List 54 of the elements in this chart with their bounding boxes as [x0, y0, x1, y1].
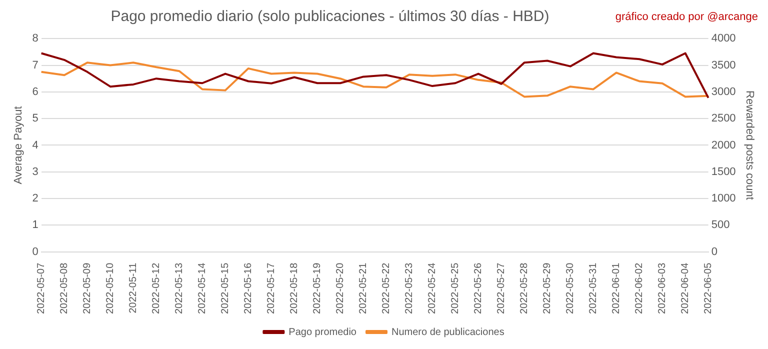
- x-tick-label: 2022-05-09: [82, 262, 94, 314]
- x-tick-label: 2022-05-30: [565, 262, 576, 314]
- y-tick-label: 2: [32, 192, 38, 205]
- x-tick-label: 2022-05-17: [266, 262, 278, 314]
- x-tick-label: 2022-05-13: [174, 262, 186, 314]
- x-tick-label: 2022-05-21: [358, 262, 370, 314]
- x-tick-label: 2022-05-12: [151, 262, 162, 314]
- x-tick-label: 2022-05-22: [381, 262, 392, 314]
- y-tick-label: 0: [32, 246, 38, 258]
- y-axis-title: Average Payout: [12, 106, 25, 184]
- chart-title: Pago promedio diario (solo publicaciones - últimos 30 días - HBD): [110, 8, 550, 25]
- x-tick-label: 2022-05-24: [427, 262, 438, 314]
- x-tick-label: 2022-05-11: [128, 262, 140, 314]
- legend-label: Numero de publicaciones: [391, 326, 504, 338]
- y2-tick-label: 2000: [711, 139, 736, 152]
- x-tick-label: 2022-05-28: [519, 262, 530, 314]
- y-tick-label: 8: [32, 32, 38, 45]
- y2-tick-label: 4000: [711, 32, 736, 45]
- text: gráfico creado por @arcange: [615, 11, 758, 23]
- x-tick-label: 2022-06-05: [703, 262, 714, 314]
- x-tick-label: 2022-05-07: [36, 262, 48, 314]
- x-tick-label: 2022-05-19: [312, 262, 324, 314]
- x-tick-label: 2022-06-01: [611, 262, 622, 314]
- y-tick-label: 6: [32, 86, 38, 98]
- y2-tick-label: 2500: [711, 112, 736, 125]
- y-tick-label: 7: [32, 59, 38, 72]
- y-tick-label: 1: [32, 219, 38, 232]
- x-tick-label: 2022-05-14: [197, 262, 208, 314]
- x-tick-label: 2022-05-18: [289, 262, 300, 314]
- x-tick-label: 2022-05-08: [59, 262, 70, 314]
- y2-axis-title: Rewarded posts count: [743, 90, 756, 200]
- x-tick-label: 2022-06-02: [634, 262, 646, 314]
- x-tick-label: 2022-05-16: [243, 262, 254, 314]
- x-tick-label: 2022-05-25: [450, 262, 462, 314]
- x-tick-label: 2022-05-23: [404, 262, 416, 314]
- y-tick-label: 5: [32, 112, 38, 125]
- y2-tick-label: 0: [711, 246, 718, 258]
- y2-tick-label: 500: [711, 219, 730, 232]
- legend-label: Pago promedio: [288, 326, 357, 338]
- x-tick-label: 2022-05-26: [473, 262, 484, 314]
- x-tick-label: 2022-05-15: [220, 262, 232, 314]
- x-tick-label: 2022-05-20: [335, 262, 346, 314]
- y2-tick-label: 1000: [711, 192, 736, 205]
- x-tick-label: 2022-06-03: [657, 262, 668, 314]
- y2-tick-label: 3500: [711, 59, 736, 72]
- y-tick-label: 4: [32, 139, 38, 152]
- y2-tick-label: 1500: [711, 166, 736, 178]
- x-tick-label: 2022-05-27: [496, 262, 508, 314]
- x-tick-label: 2022-06-04: [680, 262, 692, 314]
- x-tick-label: 2022-05-31: [588, 262, 600, 314]
- y-tick-label: 3: [32, 166, 38, 178]
- y2-tick-label: 3000: [711, 86, 736, 98]
- x-tick-label: 2022-05-29: [542, 262, 554, 314]
- x-tick-label: 2022-05-10: [105, 262, 116, 314]
